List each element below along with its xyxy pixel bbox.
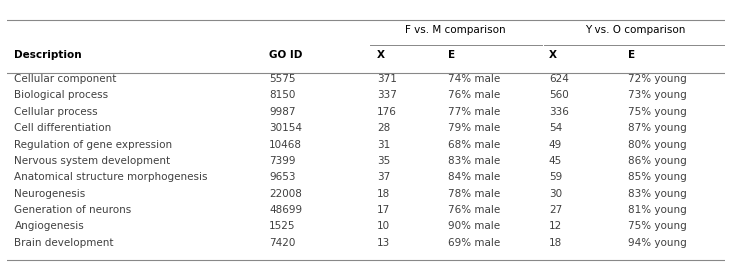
- Text: 75% young: 75% young: [628, 107, 687, 117]
- Text: 45: 45: [549, 156, 562, 166]
- Text: 8150: 8150: [269, 90, 296, 101]
- Text: 13: 13: [377, 238, 390, 247]
- Text: 76% male: 76% male: [449, 90, 501, 101]
- Text: 76% male: 76% male: [449, 205, 501, 215]
- Text: 37: 37: [377, 172, 390, 182]
- Text: 22008: 22008: [269, 189, 302, 199]
- Text: 87% young: 87% young: [628, 123, 687, 133]
- Text: X: X: [377, 50, 385, 61]
- Text: Cellular component: Cellular component: [15, 74, 117, 84]
- Text: Angiogenesis: Angiogenesis: [15, 221, 84, 231]
- Text: 30: 30: [549, 189, 562, 199]
- Text: Nervous system development: Nervous system development: [15, 156, 171, 166]
- Text: 73% young: 73% young: [628, 90, 687, 101]
- Text: Brain development: Brain development: [15, 238, 114, 247]
- Text: Neurogenesis: Neurogenesis: [15, 189, 86, 199]
- Text: 10: 10: [377, 221, 390, 231]
- Text: Cell differentiation: Cell differentiation: [15, 123, 112, 133]
- Text: 68% male: 68% male: [449, 140, 501, 150]
- Text: 560: 560: [549, 90, 569, 101]
- Text: Biological process: Biological process: [15, 90, 108, 101]
- Text: 9653: 9653: [269, 172, 296, 182]
- Text: 18: 18: [377, 189, 390, 199]
- Text: 35: 35: [377, 156, 390, 166]
- Text: 1525: 1525: [269, 221, 296, 231]
- Text: 74% male: 74% male: [449, 74, 501, 84]
- Text: 79% male: 79% male: [449, 123, 501, 133]
- Text: Generation of neurons: Generation of neurons: [15, 205, 132, 215]
- Text: 72% young: 72% young: [628, 74, 687, 84]
- Text: 12: 12: [549, 221, 562, 231]
- Text: 59: 59: [549, 172, 562, 182]
- Text: 17: 17: [377, 205, 390, 215]
- Text: 78% male: 78% male: [449, 189, 501, 199]
- Text: Regulation of gene expression: Regulation of gene expression: [15, 140, 173, 150]
- Text: 336: 336: [549, 107, 569, 117]
- Text: 77% male: 77% male: [449, 107, 501, 117]
- Text: 30154: 30154: [269, 123, 302, 133]
- Text: 10468: 10468: [269, 140, 302, 150]
- Text: 31: 31: [377, 140, 390, 150]
- Text: E: E: [449, 50, 455, 61]
- Text: 7399: 7399: [269, 156, 296, 166]
- Text: 9987: 9987: [269, 107, 296, 117]
- Text: 28: 28: [377, 123, 390, 133]
- Text: Description: Description: [15, 50, 82, 61]
- Text: 337: 337: [377, 90, 397, 101]
- Text: 49: 49: [549, 140, 562, 150]
- Text: 85% young: 85% young: [628, 172, 687, 182]
- Text: 371: 371: [377, 74, 397, 84]
- Text: 27: 27: [549, 205, 562, 215]
- Text: GO ID: GO ID: [269, 50, 302, 61]
- Text: 18: 18: [549, 238, 562, 247]
- Text: 69% male: 69% male: [449, 238, 501, 247]
- Text: 81% young: 81% young: [628, 205, 687, 215]
- Text: Y vs. O comparison: Y vs. O comparison: [585, 25, 685, 35]
- Text: F vs. M comparison: F vs. M comparison: [406, 25, 506, 35]
- Text: 176: 176: [377, 107, 397, 117]
- Text: 54: 54: [549, 123, 562, 133]
- Text: 48699: 48699: [269, 205, 302, 215]
- Text: 624: 624: [549, 74, 569, 84]
- Text: 7420: 7420: [269, 238, 296, 247]
- Text: Anatomical structure morphogenesis: Anatomical structure morphogenesis: [15, 172, 208, 182]
- Text: 84% male: 84% male: [449, 172, 501, 182]
- Text: X: X: [549, 50, 557, 61]
- Text: 86% young: 86% young: [628, 156, 687, 166]
- Text: 5575: 5575: [269, 74, 296, 84]
- Text: 80% young: 80% young: [628, 140, 687, 150]
- Text: 90% male: 90% male: [449, 221, 501, 231]
- Text: Cellular process: Cellular process: [15, 107, 98, 117]
- Text: E: E: [628, 50, 635, 61]
- Text: 94% young: 94% young: [628, 238, 687, 247]
- Text: 83% male: 83% male: [449, 156, 501, 166]
- Text: 75% young: 75% young: [628, 221, 687, 231]
- Text: 83% young: 83% young: [628, 189, 687, 199]
